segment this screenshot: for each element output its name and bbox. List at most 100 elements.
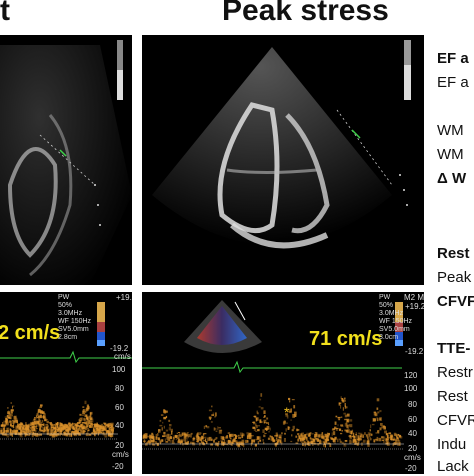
doppler-speckle	[163, 431, 166, 435]
doppler-speckle	[176, 435, 178, 438]
doppler-speckle	[6, 433, 10, 438]
doppler-speckle	[306, 436, 308, 441]
doppler-speckle	[20, 430, 23, 434]
doppler-speckle	[53, 428, 55, 431]
doppler-speckle	[50, 422, 52, 426]
doppler-speckle	[266, 422, 269, 424]
doppler-speckle	[297, 438, 300, 442]
doppler-speckle	[23, 425, 25, 427]
doppler-speckle	[230, 443, 232, 446]
doppler-speckle	[386, 435, 389, 439]
doppler-speckle	[143, 433, 145, 438]
doppler-speckle	[66, 433, 68, 436]
doppler-speckle	[32, 432, 35, 435]
doppler-speckle	[241, 434, 244, 439]
doppler-speckle	[334, 436, 337, 440]
doppler-speckle	[298, 433, 300, 437]
doppler-speckle	[80, 417, 83, 421]
doppler-speckle	[84, 400, 87, 405]
doppler-speckle	[36, 415, 38, 418]
doppler-speckle	[42, 423, 45, 426]
doppler-speckle	[74, 423, 76, 425]
doppler-speckle	[28, 428, 32, 430]
doppler-speckle	[38, 431, 41, 433]
doppler-speckle	[332, 438, 335, 441]
doppler-speckle	[376, 417, 378, 420]
doppler-speckle	[306, 442, 308, 444]
velocity-label-peak: 71 cm/s	[309, 328, 383, 350]
doppler-speckle	[375, 432, 377, 434]
doppler-speckle	[67, 423, 70, 426]
doppler-speckle	[82, 406, 85, 408]
doppler-speckle	[86, 423, 89, 428]
doppler-speckle	[269, 427, 271, 431]
doppler-speckle	[389, 434, 393, 438]
doppler-speckle	[37, 411, 39, 416]
doppler-speckle	[87, 427, 89, 430]
doppler-speckle	[175, 436, 178, 438]
doppler-speckle	[222, 441, 226, 445]
doppler-speckle	[255, 430, 258, 432]
side-wm-line-1: WM	[437, 122, 464, 139]
doppler-speckle	[267, 437, 271, 440]
color-scale-bottom-rest: -19.2	[110, 344, 129, 353]
doppler-speckle	[251, 439, 254, 444]
doppler-speckle	[186, 438, 188, 441]
doppler-speckle	[6, 415, 9, 418]
doppler-speckle	[162, 421, 164, 424]
doppler-speckle	[237, 443, 240, 445]
doppler-speckle	[231, 441, 233, 444]
doppler-speckle	[39, 414, 42, 418]
doppler-speckle	[385, 442, 388, 445]
doppler-speckle	[80, 429, 84, 434]
doppler-speckle	[32, 429, 35, 432]
doppler-speckle	[312, 442, 314, 446]
doppler-speckle	[46, 420, 49, 424]
doppler-speckle	[354, 439, 357, 443]
doppler-speckle	[301, 432, 304, 435]
doppler-speckle	[210, 443, 213, 446]
doppler-speckle	[30, 428, 33, 431]
doppler-speckle	[326, 432, 329, 437]
doppler-speckle	[345, 406, 348, 409]
doppler-speckle	[4, 416, 8, 418]
doppler-speckle	[178, 433, 181, 436]
doppler-speckle	[79, 429, 81, 431]
doppler-speckle	[39, 428, 41, 431]
doppler-speckle	[63, 425, 66, 430]
doppler-speckle	[169, 436, 172, 439]
doppler-speckle	[176, 437, 179, 439]
doppler-speckle	[229, 437, 231, 439]
doppler-speckle	[16, 419, 18, 423]
doppler-speckle	[159, 439, 161, 444]
doppler-speckle	[31, 425, 35, 430]
doppler-speckle	[111, 430, 114, 434]
doppler-speckle	[292, 425, 295, 430]
doppler-speckle	[8, 415, 12, 419]
doppler-speckle	[321, 437, 324, 439]
doppler-speckle	[62, 433, 64, 436]
doppler-speckle	[42, 431, 45, 434]
doppler-speckle	[69, 425, 72, 428]
doppler-speckle	[16, 417, 18, 422]
doppler-speckle	[235, 440, 238, 443]
doppler-speckle	[181, 432, 185, 436]
doppler-speckle	[211, 438, 213, 441]
doppler-speckle	[51, 423, 53, 427]
doppler-speckle	[219, 429, 223, 432]
doppler-speckle	[8, 416, 11, 419]
doppler-speckle	[357, 437, 361, 441]
doppler-speckle	[22, 424, 24, 429]
doppler-speckle	[248, 435, 252, 440]
doppler-speckle	[311, 441, 313, 444]
doppler-speckle	[264, 427, 267, 430]
doppler-speckle	[279, 434, 282, 439]
doppler-speckle	[339, 439, 341, 441]
doppler-speckle	[254, 415, 256, 419]
doppler-speckle	[256, 410, 258, 414]
doppler-speckle	[30, 422, 32, 427]
doppler-speckle	[326, 439, 330, 441]
doppler-speckle	[80, 424, 83, 426]
echo-peak-stress-image	[142, 35, 424, 285]
doppler-speckle	[349, 439, 352, 444]
